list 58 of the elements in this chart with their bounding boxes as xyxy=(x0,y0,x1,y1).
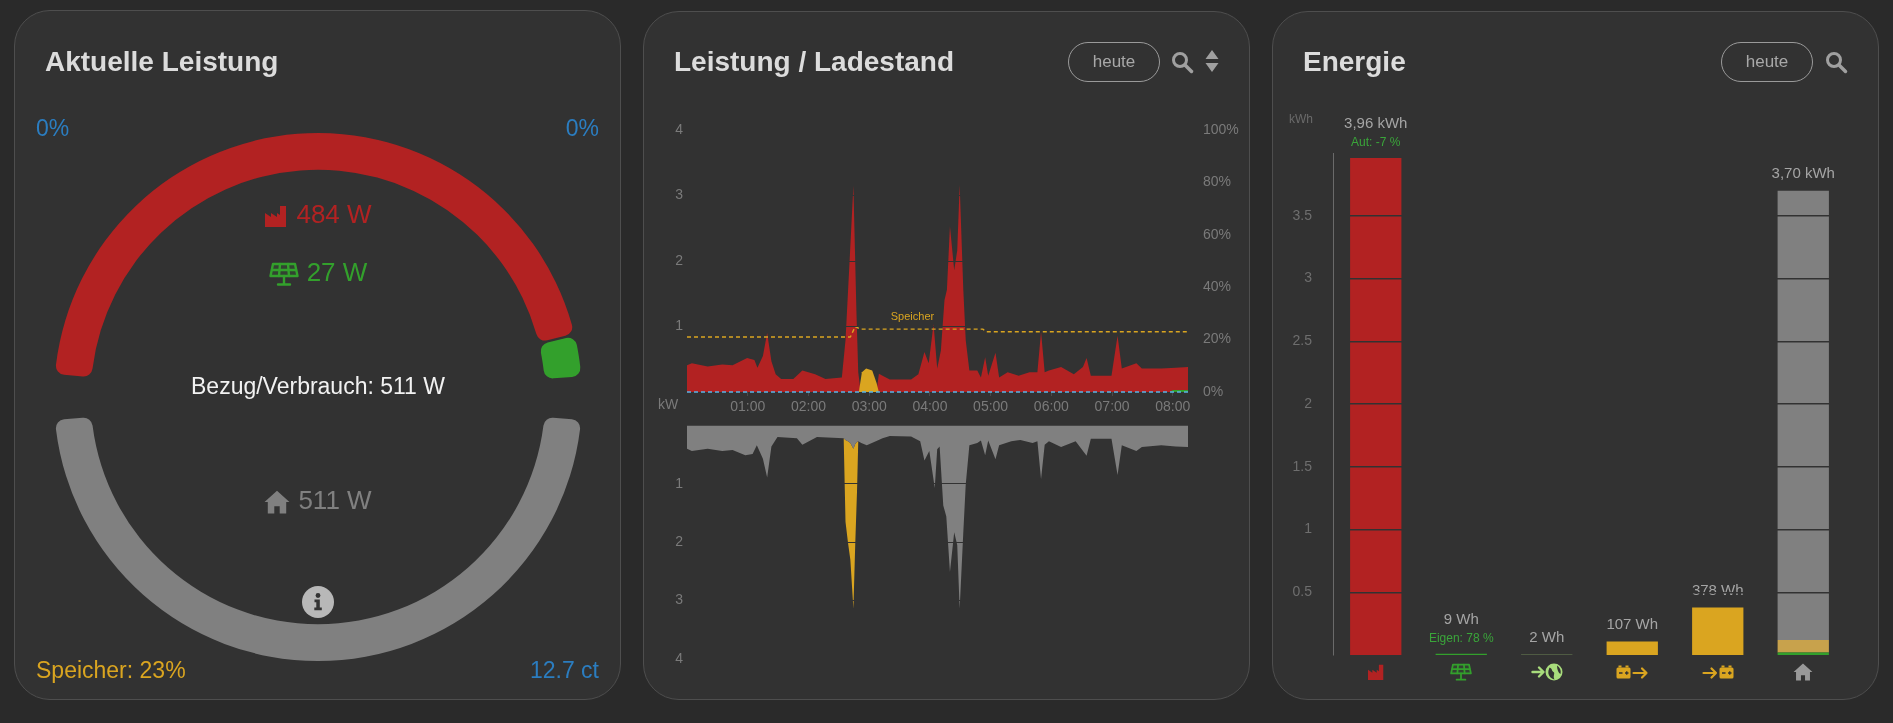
x-tick-label: 01:00 xyxy=(730,398,766,415)
y-tick-label: 2.5 xyxy=(1292,332,1313,349)
text: 0% xyxy=(36,115,70,142)
x-tick-label: 08:00 xyxy=(1155,398,1191,415)
text: Bezug/Verbrauch: 511 W xyxy=(191,373,446,400)
y2-tick-label: 60% xyxy=(1203,225,1232,242)
x-tick-label: 06:00 xyxy=(1033,398,1070,415)
text: Speicher: 23% xyxy=(36,657,186,684)
text: 27 W xyxy=(306,256,368,287)
y-tick-label: 2 xyxy=(675,533,684,550)
x-tick-label: 07:00 xyxy=(1094,398,1130,415)
y-tick-label: 4 xyxy=(675,120,684,137)
text: 511 W xyxy=(298,485,373,516)
y-tick-label: 4 xyxy=(675,649,684,666)
line-series xyxy=(686,325,1189,338)
y-tick-label: 3 xyxy=(675,186,684,203)
y2-tick-label: 40% xyxy=(1203,278,1232,295)
y-tick-label: 1.5 xyxy=(1292,457,1313,474)
series-label: Speicher xyxy=(890,310,935,323)
x-tick-label: 05:00 xyxy=(973,398,1009,415)
chart-title: Aktuelle Leistung xyxy=(45,46,279,78)
y2-tick-label: 100% xyxy=(1203,120,1239,137)
bar xyxy=(1777,652,1829,655)
total-label: 3,96 kWh xyxy=(1344,114,1408,132)
text: heute xyxy=(1092,52,1136,72)
y-tick-label: 3 xyxy=(675,591,684,608)
bar xyxy=(1606,641,1658,655)
y2-tick-label: 80% xyxy=(1203,173,1232,190)
text: heute xyxy=(1745,52,1789,72)
y-tick-label: 1 xyxy=(675,474,684,491)
text: 12.7 ct xyxy=(529,657,600,684)
x-tick-label: 02:00 xyxy=(790,398,827,415)
y-axis-title: kW xyxy=(657,395,679,412)
annotation: Eigen: 78 % xyxy=(1428,631,1494,646)
total-label: 3,70 kWh xyxy=(1771,163,1835,181)
bar xyxy=(1350,158,1402,655)
bar xyxy=(1692,607,1744,655)
chart-title: Leistung / Ladestand xyxy=(674,46,955,78)
y-tick-label: 2 xyxy=(675,251,684,268)
total-label: 2 Wh xyxy=(1529,627,1565,645)
y-tick-label: 1 xyxy=(675,317,684,334)
x-tick-label: 03:00 xyxy=(851,398,887,415)
total-label: 107 Wh xyxy=(1606,614,1659,632)
y-tick-label: 1 xyxy=(1304,520,1313,537)
y2-tick-label: 20% xyxy=(1203,330,1232,347)
x-tick-label: 04:00 xyxy=(912,398,948,415)
text: Aut: -7 % xyxy=(1351,135,1401,150)
y2-tick-label: 0% xyxy=(1203,382,1224,399)
bar xyxy=(1777,639,1829,653)
text: 484 W xyxy=(296,199,373,230)
y-tick-label: 3 xyxy=(1304,269,1313,286)
y-tick-label: 0.5 xyxy=(1292,583,1313,600)
chart-title: Energie xyxy=(1303,46,1406,78)
y-tick-label: 3.5 xyxy=(1292,206,1313,223)
text: 0% xyxy=(565,115,599,142)
total-label: 9 Wh xyxy=(1443,610,1479,628)
y-tick-label: 2 xyxy=(1304,394,1313,411)
bar xyxy=(1777,190,1829,640)
